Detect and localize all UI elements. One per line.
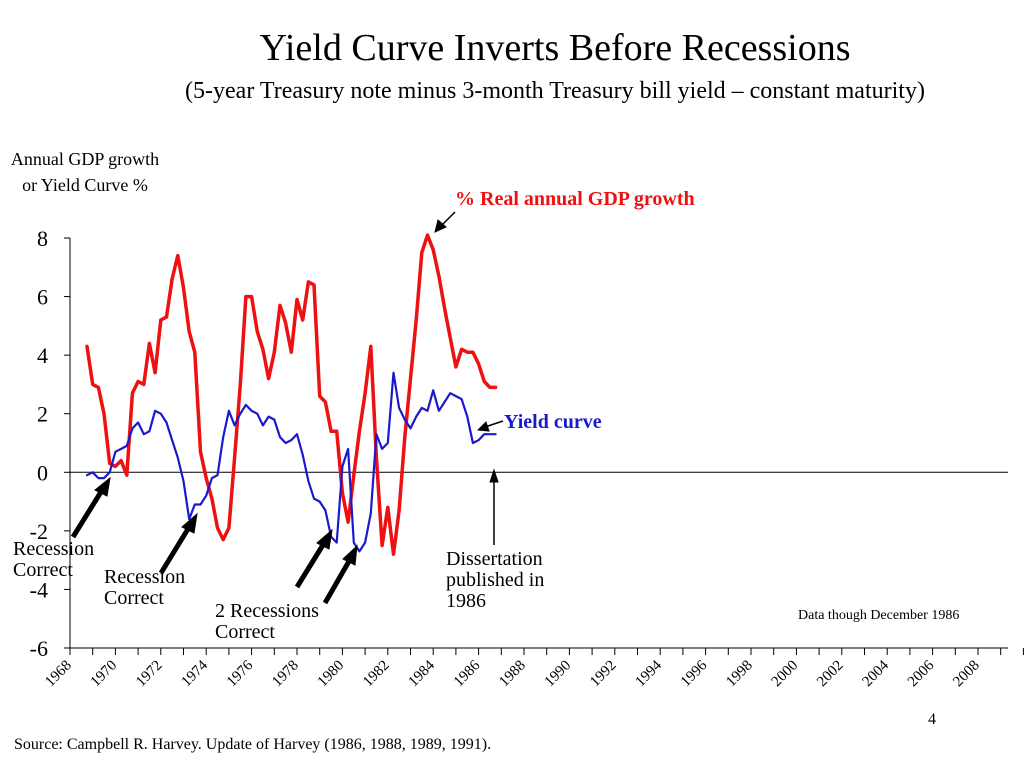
gdp-series-label: % Real annual GDP growth xyxy=(455,188,695,210)
yield-curve-line xyxy=(85,371,497,553)
y-tick-label: -4 xyxy=(30,577,48,602)
x-tick-label: 2008 xyxy=(950,658,983,691)
y-tick-label: 6 xyxy=(37,285,48,310)
data-note: Data though December 1986 xyxy=(798,608,960,623)
x-tick-label: 1982 xyxy=(360,658,393,691)
x-tick-label: 1996 xyxy=(678,657,711,690)
recession-3-arrow-a xyxy=(294,538,329,589)
y-tick-label: 2 xyxy=(37,402,48,427)
x-tick-label: 1972 xyxy=(133,658,166,691)
x-tick-label: 1994 xyxy=(633,657,666,690)
x-tick-label: 2000 xyxy=(769,658,802,691)
recession-3-annotation: 2 Recessions Correct xyxy=(215,600,319,643)
x-tick-label: 1988 xyxy=(496,658,529,691)
recession-2-arrowhead xyxy=(181,512,198,534)
y-tick-label: 4 xyxy=(37,343,48,368)
recession-3-arrow-b xyxy=(322,554,355,605)
x-tick-label: 1976 xyxy=(224,657,257,690)
x-tick-label: 1980 xyxy=(315,658,348,691)
recession-1-annotation: Recession Correct xyxy=(13,538,95,581)
recession-1-arrowhead xyxy=(94,476,111,497)
y-tick-label: -6 xyxy=(30,636,48,661)
y-axis-label: Annual GDP growth or Yield Curve % xyxy=(10,149,160,195)
page-subtitle: (5-year Treasury note minus 3-month Trea… xyxy=(185,78,925,104)
x-tick-label: 1978 xyxy=(269,658,302,691)
recession-3-arrowhead-b xyxy=(342,544,358,566)
gdp-growth-line xyxy=(85,233,498,557)
x-tick-label: 1984 xyxy=(406,657,439,690)
y-tick-label: -2 xyxy=(30,519,48,544)
dissertation-annotation: Dissertation published in 1986 xyxy=(446,548,545,612)
recession-3-arrowhead-a xyxy=(316,528,333,550)
x-tick-label: 1998 xyxy=(723,658,756,691)
x-tick-label: 1992 xyxy=(587,658,620,691)
page-number: 4 xyxy=(928,711,936,728)
recession-1-arrow xyxy=(70,485,107,539)
x-tick-label: 2002 xyxy=(814,658,847,691)
x-tick-label: 2006 xyxy=(905,657,938,690)
page-title: Yield Curve Inverts Before Recessions xyxy=(259,27,851,69)
y-tick-label: 8 xyxy=(37,226,48,251)
recession-2-annotation: Recession Correct xyxy=(104,566,186,609)
source-footer: Source: Campbell R. Harvey. Update of Ha… xyxy=(14,736,492,753)
x-tick-label: 1968 xyxy=(42,658,75,691)
yield-series-label: Yield curve xyxy=(504,411,602,433)
x-tick-label: 1970 xyxy=(88,658,121,691)
yield-label-arrow xyxy=(484,420,504,428)
x-tick-label: 1974 xyxy=(179,657,212,690)
dissertation-arrowhead xyxy=(489,468,499,483)
x-tick-label: 1990 xyxy=(542,658,575,691)
yield-label-arrowhead xyxy=(476,421,490,432)
recession-2-arrow xyxy=(158,522,194,575)
gdp-label-arrowhead xyxy=(434,219,447,233)
y-tick-label: 0 xyxy=(37,460,48,485)
x-tick-label: 1986 xyxy=(451,657,484,690)
x-tick-label: 2004 xyxy=(860,657,893,690)
